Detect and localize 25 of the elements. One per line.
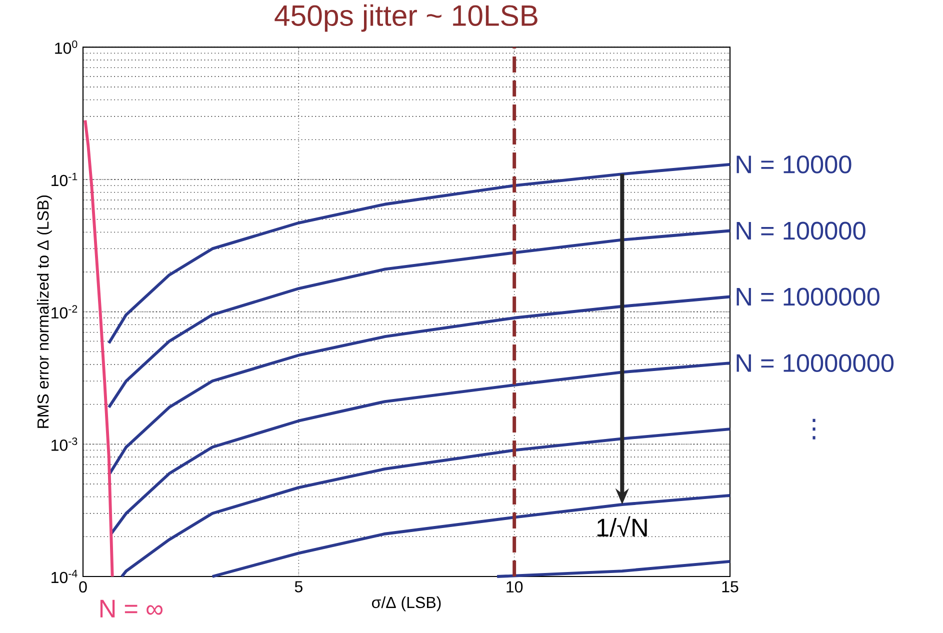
- series-label: N = 10000000: [736, 354, 894, 372]
- series-label: N = 100000: [736, 222, 866, 240]
- series-label: N = ∞: [100, 600, 163, 618]
- x-tick-label: 10: [506, 581, 523, 593]
- y-tick-label: 10$^{-3}$: [52, 438, 78, 452]
- line-series: [107, 230, 732, 410]
- line-series: [84, 119, 114, 578]
- y-axis-title: RMS error normalized to Δ (LSB): [36, 196, 52, 428]
- line-series: [110, 362, 732, 536]
- y-tick-label: 10$^{-2}$: [52, 305, 78, 319]
- line-series: [120, 428, 732, 578]
- line-series: [108, 296, 732, 476]
- series-label: N = 1000000: [736, 288, 880, 306]
- y-tick-label: 10$^{-1}$: [52, 173, 78, 186]
- x-tick-label: 5: [294, 581, 302, 593]
- x-tick-label: 15: [722, 581, 738, 593]
- x-axis-title: σ/Δ (LSB): [372, 596, 441, 612]
- annotation: 1/√N: [597, 516, 647, 537]
- x-tick-label: 0: [79, 581, 87, 593]
- chart-title: 450ps jitter ~ 10LSB: [274, 4, 538, 32]
- line-series: [107, 163, 732, 345]
- y-tick-label: 10$^{0}$: [55, 40, 78, 54]
- text: ⋮: [812, 419, 816, 440]
- series-label: N = 10000: [736, 156, 852, 174]
- y-tick-label: 10$^{-4}$: [52, 570, 78, 584]
